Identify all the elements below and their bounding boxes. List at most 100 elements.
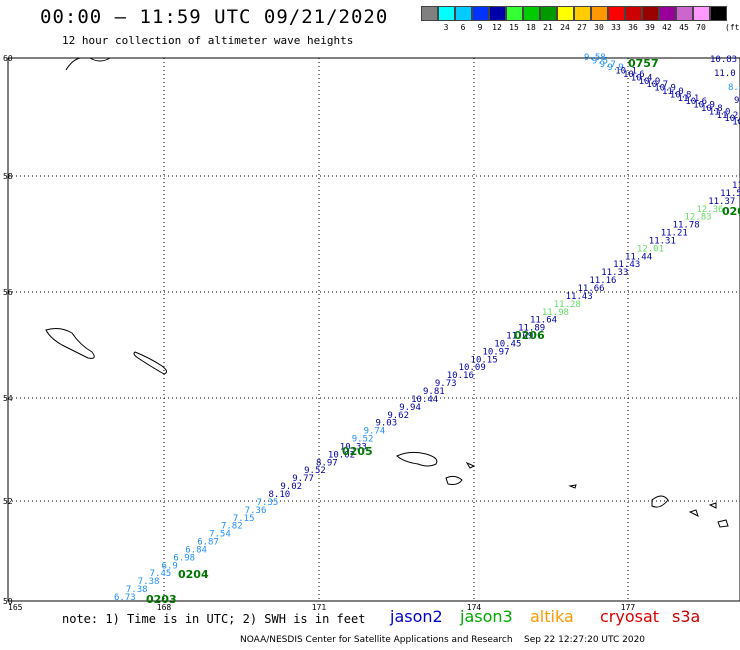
- colorbar-swatch: [455, 6, 472, 21]
- swh-value: 11.09: [506, 332, 533, 342]
- swh-value: 10.33: [340, 442, 367, 452]
- swh-value: 10.1: [615, 67, 637, 77]
- colorbar-label: 42: [662, 23, 672, 32]
- lat-label: 54: [3, 394, 13, 403]
- swh-value: 10.09: [459, 363, 486, 373]
- swh-value: 10.9: [654, 84, 676, 94]
- colorbar-label: 39: [645, 23, 655, 32]
- altimeter-track-upper: 9.589.59.79.910.110.610.410.910.710.911.…: [584, 53, 740, 128]
- legend-jason3: jason3: [460, 607, 513, 626]
- swh-value: 11.0: [714, 69, 736, 79]
- coast-medny-island: [133, 351, 168, 375]
- coast-aleutian-1: [396, 451, 438, 467]
- colorbar-swatch: [489, 6, 506, 21]
- time-label: 0206: [514, 329, 545, 342]
- footer-note: note: 1) Time is in UTC; 2) SWH is in fe…: [62, 612, 366, 626]
- swh-value: 10.9: [732, 118, 740, 128]
- swh-value: 10.8: [670, 90, 692, 100]
- swh-value: 10.16: [447, 371, 474, 381]
- swh-value: 9.52: [352, 435, 374, 445]
- lat-label: 56: [3, 288, 13, 297]
- swh-value: 10.7: [646, 80, 668, 90]
- swh-value: 11.89: [518, 324, 545, 334]
- legend-jason2: jason2: [390, 607, 443, 626]
- lon-label: 171: [312, 603, 327, 612]
- colorbar-swatch: [591, 6, 608, 21]
- swh-value: 11.43: [613, 260, 640, 270]
- swh-value: 7.54: [209, 530, 231, 540]
- swh-value: 10.9: [639, 77, 661, 87]
- swh-value: 9.81: [423, 387, 445, 397]
- colorbar-swatch: [574, 6, 591, 21]
- swh-value: 11.16: [589, 276, 616, 286]
- swh-value: 6.98: [173, 553, 195, 563]
- swh-value: 10.44: [411, 395, 438, 405]
- map-frame: [7, 57, 740, 602]
- swh-value: 7.38: [138, 577, 160, 587]
- swh-value: 9.7: [600, 60, 616, 70]
- swh-value: 6.9: [162, 561, 178, 571]
- colorbar-swatch: [438, 6, 455, 21]
- swh-value: 11.21: [661, 229, 688, 239]
- swh-value: 11.0: [662, 87, 684, 97]
- swh-value: 11.44: [625, 252, 652, 262]
- page-title: 00:00 – 11:59 UTC 09/21/2020: [40, 6, 389, 28]
- coast-aleutian-4: [568, 484, 577, 489]
- colorbar-swatch: [472, 6, 489, 21]
- swh-value: 11.1: [678, 94, 700, 104]
- coast-commander-islands: [45, 328, 95, 359]
- swh-value: 7.15: [233, 514, 255, 524]
- swh-value: 12.83: [684, 213, 711, 223]
- swh-value: 11.31: [649, 236, 676, 246]
- time-label: 0203: [146, 593, 177, 606]
- colorbar-label: 3: [443, 23, 449, 32]
- swh-value: 9.73: [435, 379, 457, 389]
- time-label: 0204: [178, 568, 209, 581]
- swh-value: 9.62: [387, 411, 409, 421]
- swh-value: 9.02: [280, 482, 302, 492]
- legend-altika: altika: [530, 607, 574, 626]
- swh-value: 11.0: [709, 107, 731, 117]
- lon-label: 177: [621, 603, 636, 612]
- swh-value: 11.37: [708, 197, 735, 207]
- colorbar-swatch: [676, 6, 693, 21]
- swh-value: 10.15: [471, 355, 498, 365]
- swh-value: 6.73: [114, 593, 136, 603]
- lat-label: 58: [3, 172, 13, 181]
- swh-value: 9.9: [607, 63, 623, 73]
- altimeter-track: 6.737.387.387.456.96.986.846.877.547.827…: [114, 181, 740, 606]
- swh-value: 10.8: [701, 104, 723, 114]
- colorbar-label: 18: [526, 23, 536, 32]
- swh-value: 10.4: [631, 73, 653, 83]
- coast-aleutian-3: [465, 461, 476, 469]
- colorbar-swatch: [608, 6, 625, 21]
- swh-value: 6.87: [197, 538, 219, 548]
- swh-value: 11.54: [720, 189, 740, 199]
- colorbar-label: 9: [477, 23, 483, 32]
- coast-aleutian-2: [445, 475, 463, 485]
- swh-value: 11.43: [566, 292, 593, 302]
- colorbar-label: 70: [696, 23, 706, 32]
- swh-value: 9.5: [592, 56, 608, 66]
- swh-value: 11.78: [673, 221, 700, 231]
- coast-aleutian-7: [717, 519, 729, 528]
- colorbar-label: 21: [543, 23, 553, 32]
- swh-value: 8.4: [728, 83, 740, 93]
- legend-s3a: s3a: [672, 607, 701, 626]
- colorbar-unit: (ft): [725, 23, 740, 32]
- colorbar-label: 45: [679, 23, 689, 32]
- coastlines: [45, 57, 729, 528]
- colorbar-label: 27: [577, 23, 587, 32]
- swh-value: 10.45: [494, 339, 521, 349]
- swh-value: 7.38: [126, 585, 148, 595]
- colorbar-label: 24: [560, 23, 570, 32]
- swh-value: 11.28: [554, 300, 581, 310]
- colorbar-swatch: [540, 6, 557, 21]
- swh-value: 12.01: [637, 244, 664, 254]
- colorbar-swatch: [625, 6, 642, 21]
- colorbar-label: 33: [611, 23, 621, 32]
- swh-value: 9.94: [399, 403, 421, 413]
- swh-value: 10.02: [328, 450, 355, 460]
